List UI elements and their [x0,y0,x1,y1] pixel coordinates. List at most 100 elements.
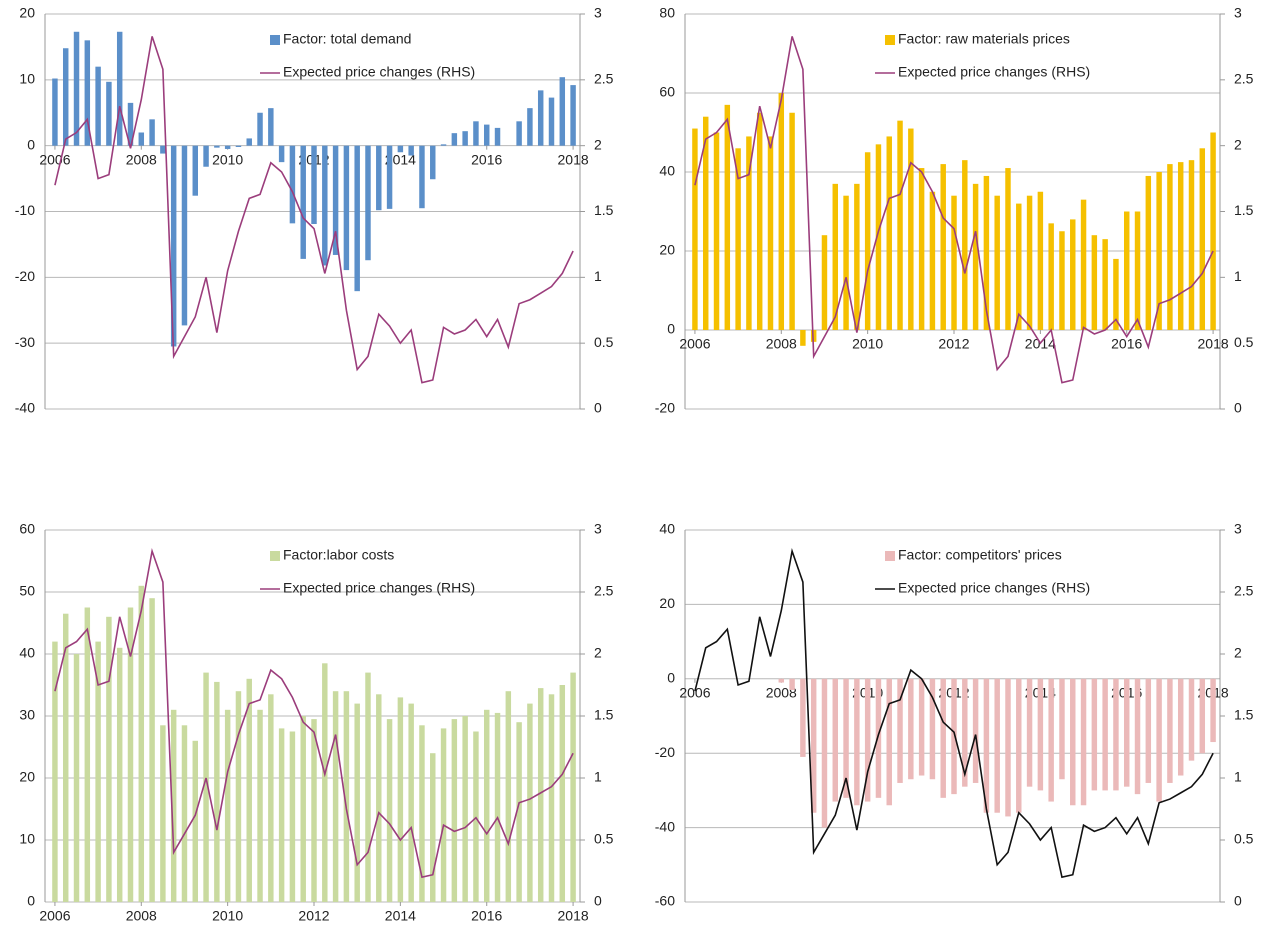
bar [236,146,241,147]
legend-swatch [270,551,280,561]
bar [290,732,295,903]
bar [462,131,467,145]
bar [1210,679,1215,742]
bar [1005,679,1010,817]
bar [160,725,165,902]
bar [1070,219,1075,330]
y2-tick-label: 2 [594,136,602,152]
bar [376,694,381,902]
bar [962,160,967,330]
bar [854,184,859,330]
bar [779,93,784,330]
bar [549,98,554,146]
legend-label: Factor: competitors' prices [898,547,1062,563]
bar [570,85,575,146]
y-tick-label: -20 [655,400,675,416]
bar [344,146,349,270]
bar [1059,679,1064,779]
bar [1189,679,1194,761]
y2-tick-label: 3 [1234,521,1242,537]
bar [1102,679,1107,791]
bar [822,235,827,330]
bar [1038,192,1043,330]
y2-tick-label: 2.5 [1234,583,1254,599]
bar [1146,679,1151,783]
bar [822,679,827,828]
bar [1146,176,1151,330]
bar [52,79,57,146]
x-tick-label: 2012 [938,336,969,352]
bar [1200,679,1205,753]
bar [757,113,762,330]
y2-tick-label: 1 [1234,268,1242,284]
bar [268,108,273,146]
x-tick-label: 2016 [471,908,502,924]
bar [800,330,805,346]
y2-tick-label: 1.5 [1234,707,1254,723]
bar [354,146,359,291]
bar [789,679,794,690]
legend-label: Expected price changes (RHS) [898,580,1090,596]
bar [1210,133,1215,331]
bar [387,719,392,902]
y2-tick-label: 2 [1234,136,1242,152]
bar [833,679,838,802]
bar [452,719,457,902]
bar [495,128,500,146]
bar [1189,160,1194,330]
y-tick-label: 40 [19,645,35,661]
y2-tick-label: 3 [1234,5,1242,21]
bar [1167,164,1172,330]
bar [365,146,370,261]
bar [1027,679,1032,787]
y-tick-label: 10 [19,71,35,87]
bar [779,679,784,683]
bar [430,146,435,180]
bar [484,710,489,902]
bar [398,146,403,153]
y-tick-label: 60 [19,521,35,537]
y-tick-label: -20 [15,268,35,284]
bar [843,196,848,330]
x-tick-label: 2008 [766,336,797,352]
bar [1048,679,1053,802]
bar [973,679,978,783]
y2-tick-label: 0 [1234,400,1242,416]
y-tick-label: -20 [655,744,675,760]
y2-tick-label: 0.5 [594,831,614,847]
y2-tick-label: 1.5 [594,707,614,723]
bar [408,704,413,902]
bar [1167,679,1172,783]
bar [247,138,252,145]
bar [300,716,305,902]
bar [333,691,338,902]
y2-tick-label: 1.5 [594,202,614,218]
bar [95,67,100,146]
y-tick-label: -40 [15,400,35,416]
bar [268,694,273,902]
bar [1092,235,1097,330]
bar [441,728,446,902]
x-tick-label: 2018 [558,151,589,167]
x-tick-label: 2006 [679,336,710,352]
bar [1135,679,1140,794]
bar [322,663,327,902]
bar [149,119,154,145]
bar [300,146,305,259]
bar [1156,679,1161,802]
y-tick-label: 20 [19,5,35,21]
bar [74,32,79,146]
bar [725,105,730,330]
y-tick-label: 0 [27,136,35,152]
bar [95,642,100,902]
bar [365,673,370,902]
bar [1135,212,1140,331]
y2-tick-label: 1 [594,268,602,284]
legend-label: Expected price changes (RHS) [898,64,1090,80]
legend-label: Factor: total demand [283,31,411,47]
bar [117,648,122,902]
bar [854,679,859,805]
y2-tick-label: 2.5 [594,583,614,599]
x-tick-label: 2018 [1198,336,1229,352]
